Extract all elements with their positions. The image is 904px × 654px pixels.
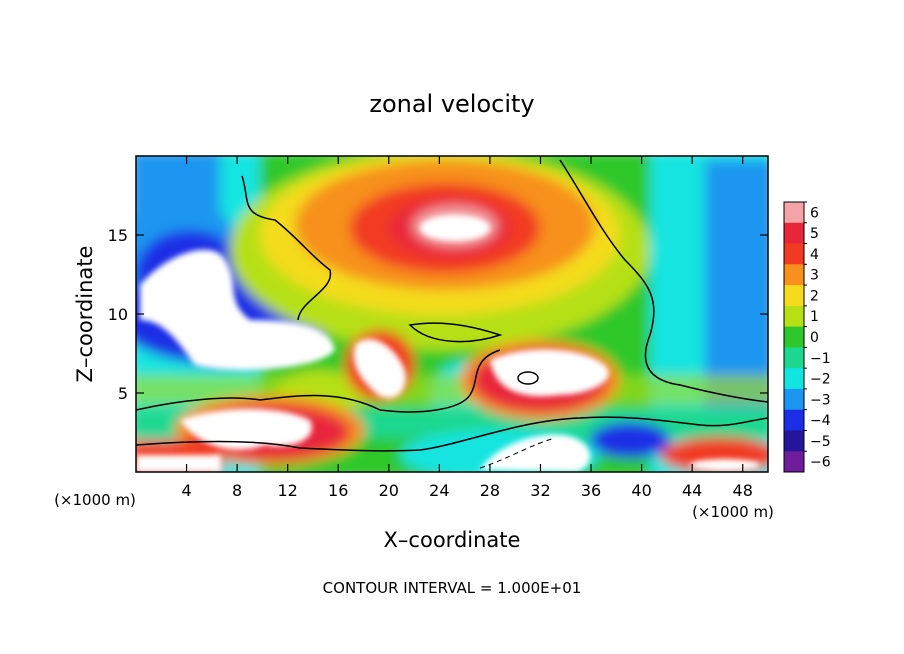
colorbar-label: 6 <box>810 205 819 221</box>
x-tick-label: 24 <box>429 481 449 500</box>
x-tick-label: 40 <box>631 481 651 500</box>
colorbar-label: 4 <box>810 247 819 263</box>
colorbar-label: −1 <box>810 351 831 367</box>
colorbar-label: 2 <box>810 288 819 304</box>
colorbar-label: −3 <box>810 392 831 408</box>
colorbar-label: −2 <box>810 372 831 388</box>
colorbar-label: 3 <box>810 268 819 284</box>
y-tick-label: 5 <box>118 384 128 403</box>
x-axis-unit-left: (×1000 m) <box>54 491 136 509</box>
colorbar-label: 1 <box>810 309 819 325</box>
colorbar-swatch <box>784 326 804 348</box>
contour-interval-note: CONTOUR INTERVAL = 1.000E+01 <box>323 579 582 597</box>
colorbar-swatch <box>784 347 804 369</box>
colorbar-swatch <box>784 285 804 307</box>
colorbar-swatch <box>784 368 804 390</box>
x-tick-label: 12 <box>278 481 298 500</box>
colorbar-swatch <box>784 409 804 431</box>
x-tick-label: 4 <box>181 481 191 500</box>
x-axis: 4 8 12 16 20 24 28 32 36 40 44 48 <box>181 156 753 500</box>
colorbar-swatch <box>784 305 804 328</box>
x-tick-label: 36 <box>581 481 601 500</box>
x-axis-unit-right: (×1000 m) <box>692 503 774 521</box>
colorbar-label: 0 <box>810 330 819 346</box>
y-tick-label: 15 <box>108 226 128 245</box>
x-axis-label: X–coordinate <box>384 528 521 552</box>
y-axis-label: Z–coordinate <box>73 246 97 383</box>
colorbar-frame <box>783 201 805 473</box>
y-tick-label: 10 <box>108 305 128 324</box>
x-tick-label: 44 <box>682 481 702 500</box>
y-axis: 5 10 15 <box>108 226 768 403</box>
colorbar-label: −4 <box>810 413 831 429</box>
colorbar-swatch <box>784 430 804 452</box>
colorbar-label: −5 <box>810 434 831 450</box>
colorbar: 6 5 4 3 2 1 0 −1 −2 −3 −4 −5 −6 <box>783 201 831 473</box>
x-tick-label: 16 <box>328 481 348 500</box>
x-tick-label: 48 <box>733 481 753 500</box>
chart-title: zonal velocity <box>369 90 534 118</box>
colorbar-swatch <box>784 451 804 473</box>
x-tick-label: 8 <box>232 481 242 500</box>
colorbar-swatch <box>784 222 804 245</box>
colorbar-swatch <box>784 243 804 265</box>
x-tick-label: 28 <box>480 481 500 500</box>
x-tick-label: 20 <box>379 481 399 500</box>
colorbar-label: 5 <box>810 226 819 242</box>
heatmap-field <box>136 156 768 472</box>
colorbar-swatch <box>784 388 804 411</box>
colorbar-label: −6 <box>810 455 831 471</box>
x-tick-label: 32 <box>530 481 550 500</box>
colorbar-swatch <box>784 264 804 286</box>
colorbar-swatch <box>784 202 804 224</box>
